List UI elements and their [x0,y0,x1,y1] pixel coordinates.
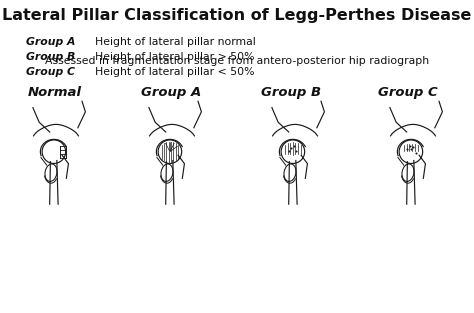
Text: Group A: Group A [26,37,75,47]
Text: Lateral Pillar Classification of Legg-Perthes Disease: Lateral Pillar Classification of Legg-Pe… [2,8,472,23]
Text: Normal: Normal [27,86,82,99]
Text: Height of lateral pillar < 50%: Height of lateral pillar < 50% [95,67,254,77]
Text: Assessed in fragmentation stage from antero-posterior hip radiograph: Assessed in fragmentation stage from ant… [45,56,429,66]
Text: Height of lateral pillar normal: Height of lateral pillar normal [95,37,255,47]
Text: Height of lateral pillar > 50%: Height of lateral pillar > 50% [95,52,254,62]
Text: Group A: Group A [140,86,201,99]
Text: Group B: Group B [26,52,75,62]
Text: Group C: Group C [26,67,75,77]
Text: Group B: Group B [262,86,321,99]
Text: Group C: Group C [378,86,438,99]
